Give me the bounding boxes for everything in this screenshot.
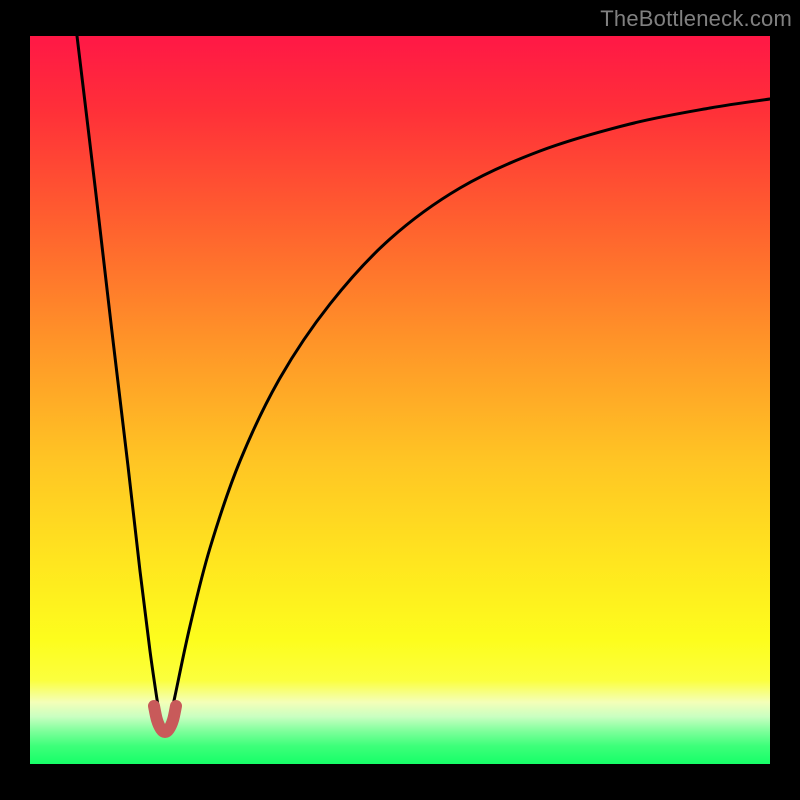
gradient-background: [30, 36, 770, 764]
watermark-text: TheBottleneck.com: [600, 6, 792, 32]
bottleneck-plot-svg: [30, 36, 770, 764]
plot-area: [30, 36, 770, 764]
chart-frame: TheBottleneck.com: [0, 0, 800, 800]
